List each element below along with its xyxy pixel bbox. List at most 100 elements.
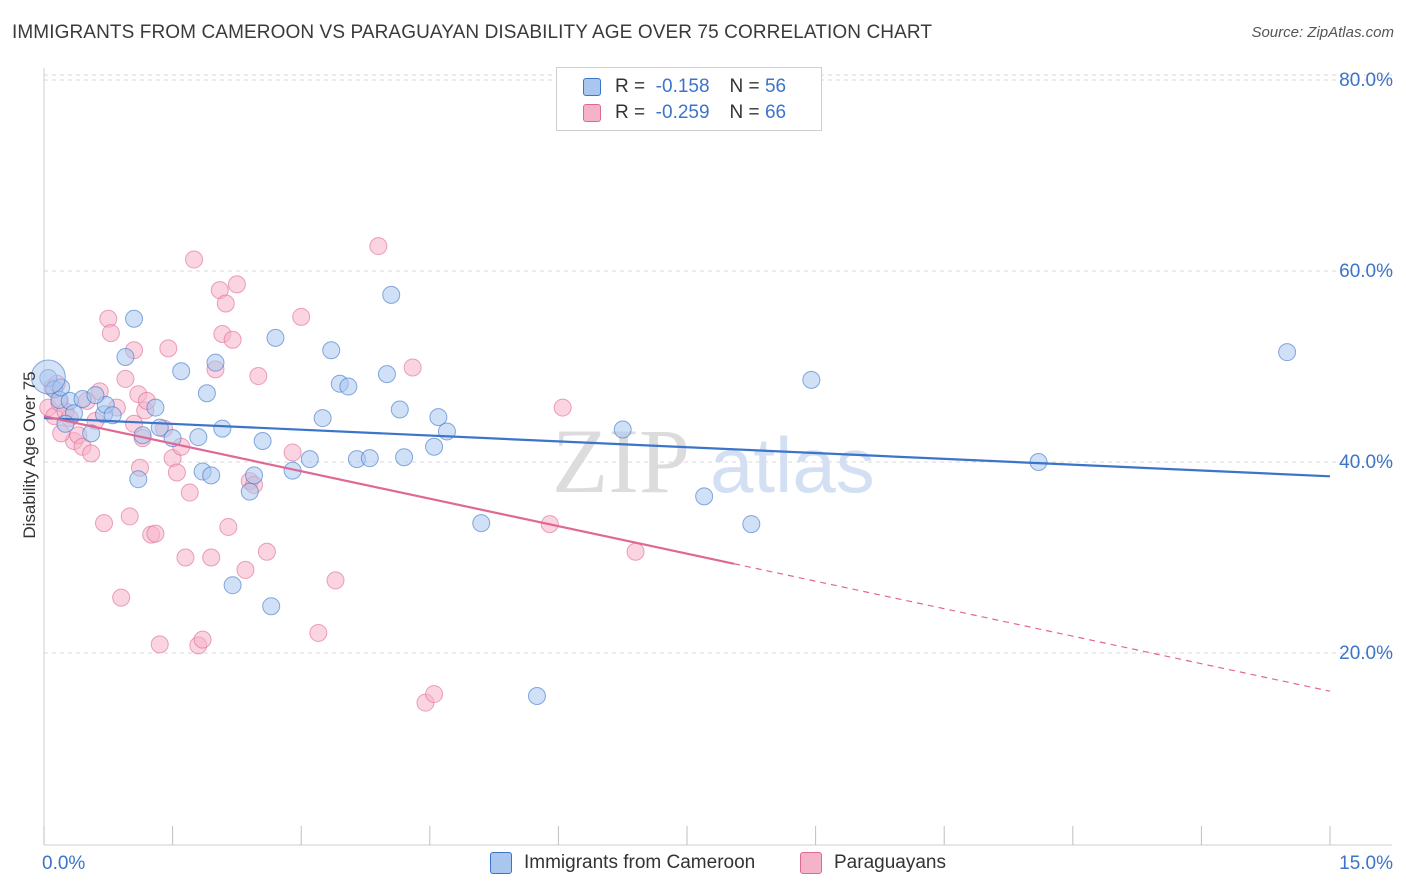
data-point-cameroon	[172, 362, 191, 381]
data-point-paraguayans	[369, 237, 388, 256]
data-point-paraguayans	[236, 560, 255, 579]
data-point-paraguayans	[176, 548, 195, 567]
y-tick-label: 20.0%	[1339, 643, 1393, 664]
data-point-paraguayans	[159, 339, 178, 358]
data-point-cameroon	[382, 285, 401, 304]
data-point-paraguayans	[309, 623, 328, 642]
x-tick-label: 15.0%	[1339, 853, 1393, 874]
data-point-cameroon	[339, 377, 358, 396]
stats-row-paraguayans: R = -0.259 N = 66	[583, 101, 786, 125]
data-point-paraguayans	[283, 443, 302, 462]
data-point-paraguayans	[553, 398, 572, 417]
n-label: N =	[729, 102, 760, 123]
source-label: Source: ZipAtlas.com	[1251, 24, 1394, 41]
data-point-cameroon	[313, 409, 332, 428]
data-point-cameroon	[802, 370, 821, 389]
data-point-cameroon	[695, 487, 714, 506]
y-tick-label: 60.0%	[1339, 261, 1393, 282]
data-point-cameroon	[213, 419, 232, 438]
r-label: R =	[615, 76, 646, 97]
data-point-paraguayans	[202, 548, 221, 567]
data-point-cameroon	[129, 470, 148, 489]
data-point-paraguayans	[185, 250, 204, 269]
y-axis-label: Disability Age Over 75	[20, 371, 39, 539]
stats-row-cameroon: R = -0.158 N = 56	[583, 75, 786, 99]
data-point-paraguayans	[249, 367, 268, 386]
data-point-cameroon	[103, 406, 122, 425]
data-point-cameroon	[322, 341, 341, 360]
data-point-paraguayans	[101, 324, 120, 343]
data-point-cameroon	[253, 431, 272, 450]
legend-swatch-blue	[490, 852, 512, 874]
chart-title: IMMIGRANTS FROM CAMEROON VS PARAGUAYAN D…	[12, 22, 933, 43]
data-point-paraguayans	[227, 275, 246, 294]
trend-lines	[43, 415, 1331, 692]
data-point-paraguayans	[193, 630, 212, 649]
data-point-cameroon	[472, 514, 491, 533]
data-point-cameroon-large	[30, 359, 66, 395]
legend-label-paraguayans: Paraguayans	[834, 852, 946, 873]
data-point-cameroon	[360, 449, 379, 468]
data-point-cameroon	[390, 400, 409, 419]
data-point-paraguayans	[626, 542, 645, 561]
data-point-cameroon	[1278, 343, 1297, 362]
data-point-cameroon	[742, 515, 761, 534]
data-point-paraguayans	[116, 369, 135, 388]
data-point-cameroon	[425, 437, 444, 456]
axes	[43, 68, 1392, 846]
x-tick-labels: 0.0% 15.0%	[42, 853, 1393, 874]
legend-item-cameroon: Immigrants from Cameroon	[490, 852, 755, 874]
data-point-paraguayans	[120, 507, 139, 526]
x-tick-label: 0.0%	[42, 853, 85, 874]
data-point-paraguayans	[216, 294, 235, 313]
r-value: -0.158	[655, 76, 710, 97]
data-point-cameroon	[223, 576, 242, 595]
data-point-cameroon	[86, 386, 105, 405]
data-point-paraguayans	[150, 635, 169, 654]
data-point-cameroon	[202, 466, 221, 485]
data-point-paraguayans	[292, 307, 311, 326]
trend-line-paraguayans	[43, 415, 735, 565]
data-point-cameroon	[395, 448, 414, 467]
data-point-paraguayans	[403, 358, 422, 377]
n-value: 56	[764, 76, 787, 97]
data-point-paraguayans	[146, 524, 165, 543]
series-cameroon-points	[30, 285, 1297, 705]
series-legend: Immigrants from Cameroon Paraguayans	[0, 852, 1406, 878]
data-point-cameroon	[300, 450, 319, 469]
data-point-paraguayans	[219, 517, 238, 536]
y-tick-label: 40.0%	[1339, 452, 1393, 473]
data-point-paraguayans	[425, 685, 444, 704]
data-point-cameroon	[206, 353, 225, 372]
data-point-cameroon	[82, 424, 101, 443]
data-point-paraguayans	[112, 588, 131, 607]
watermark: ZIP atlas	[552, 410, 875, 512]
data-point-paraguayans	[167, 463, 186, 482]
legend-item-paraguayans: Paraguayans	[800, 852, 946, 874]
data-point-cameroon	[266, 328, 285, 347]
r-label: R =	[615, 102, 646, 123]
data-point-cameroon	[527, 686, 546, 705]
n-label: N =	[729, 76, 760, 97]
n-value: 66	[764, 102, 787, 123]
trend-line-paraguayans-extension	[734, 563, 1331, 692]
data-point-cameroon	[240, 482, 259, 501]
data-point-cameroon	[429, 408, 448, 427]
data-point-paraguayans	[257, 542, 276, 561]
data-point-cameroon	[125, 309, 144, 328]
data-point-cameroon	[377, 365, 396, 384]
data-point-paraguayans	[180, 483, 199, 502]
legend-swatch-blue	[583, 78, 601, 96]
stats-legend: R = -0.158 N = 56 R = -0.259 N = 66	[556, 67, 822, 131]
data-point-cameroon	[146, 398, 165, 417]
data-point-paraguayans	[326, 571, 345, 590]
data-point-paraguayans	[223, 330, 242, 349]
data-point-paraguayans	[82, 444, 101, 463]
data-point-cameroon	[189, 428, 208, 447]
legend-swatch-pink	[800, 852, 822, 874]
data-point-paraguayans	[95, 514, 114, 533]
trend-line-cameroon	[43, 416, 1331, 478]
data-point-cameroon	[245, 466, 264, 485]
legend-swatch-pink	[583, 104, 601, 122]
